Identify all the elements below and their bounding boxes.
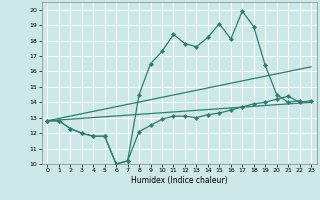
X-axis label: Humidex (Indice chaleur): Humidex (Indice chaleur) bbox=[131, 176, 228, 185]
